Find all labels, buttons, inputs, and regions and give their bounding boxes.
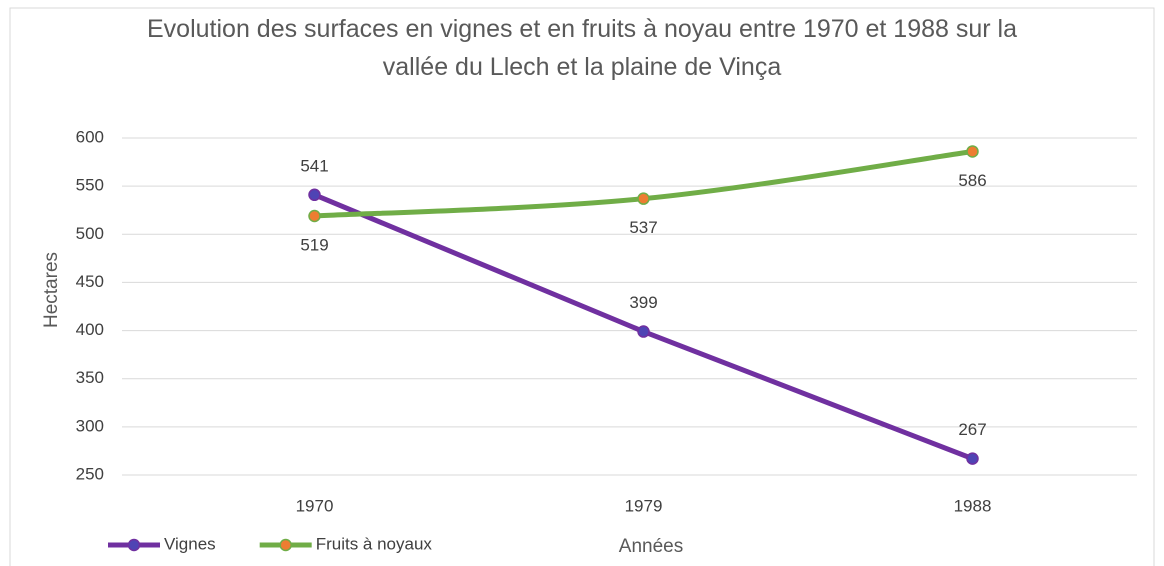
chart-border xyxy=(9,7,1155,566)
x-tick-label: 1970 xyxy=(296,496,334,515)
data-point xyxy=(637,325,650,338)
legend-label: Fruits à noyaux xyxy=(316,534,433,553)
y-tick-label: 400 xyxy=(76,320,104,339)
data-point xyxy=(637,192,650,205)
y-tick-label: 250 xyxy=(76,464,104,483)
y-tick-label: 450 xyxy=(76,272,104,291)
legend-marker xyxy=(279,538,292,552)
data-point xyxy=(308,188,321,202)
series-line xyxy=(312,148,975,219)
data-point xyxy=(308,209,321,223)
legend-label: Vignes xyxy=(164,534,216,553)
x-tick-label: 1979 xyxy=(625,496,663,515)
data-point xyxy=(966,452,979,465)
legend-marker xyxy=(127,538,141,552)
chart-title: Evolution des surfaces en vignes et en f… xyxy=(147,15,1017,81)
data-label: 537 xyxy=(629,218,657,237)
x-axis-title: Années xyxy=(619,536,683,557)
y-tick-label: 500 xyxy=(76,224,104,243)
y-tick-label: 300 xyxy=(76,416,104,435)
data-label: 586 xyxy=(958,171,986,190)
data-label: 519 xyxy=(300,235,328,254)
data-point xyxy=(966,145,979,158)
data-label: 541 xyxy=(300,156,328,175)
data-label: 267 xyxy=(958,420,986,439)
x-tick-label: 1988 xyxy=(954,496,992,515)
data-label: 399 xyxy=(629,293,657,312)
y-axis-title: Hectares xyxy=(41,252,62,328)
y-tick-label: 350 xyxy=(76,368,104,387)
y-tick-label: 600 xyxy=(76,127,104,146)
y-tick-label: 550 xyxy=(76,176,104,195)
